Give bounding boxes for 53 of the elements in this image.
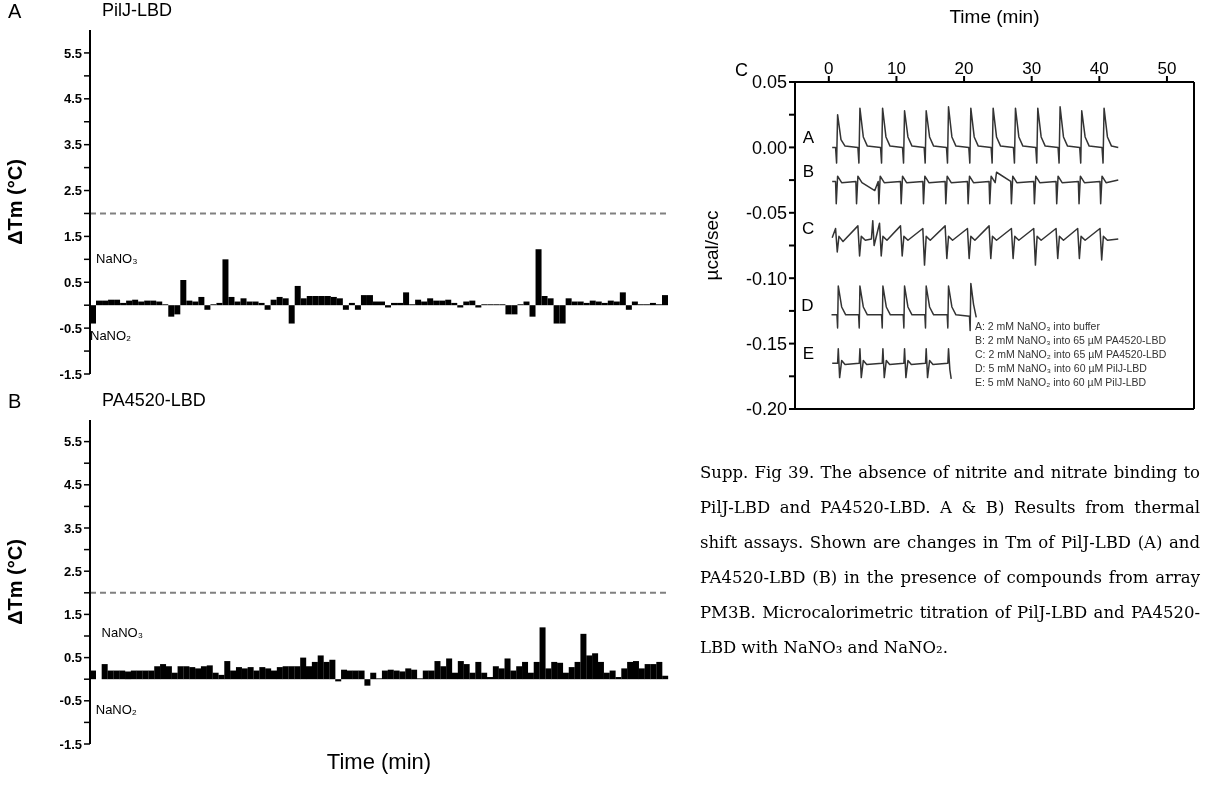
- annotation: NaNO₃: [101, 625, 144, 640]
- y-tick-label: -0.05: [745, 203, 787, 224]
- x-tick-label: 10: [886, 59, 906, 78]
- y-tick-label: -0.10: [745, 268, 787, 289]
- x-tick-label: 40: [1089, 59, 1109, 78]
- series-label: A: [802, 128, 815, 148]
- y-tick-label: 0.00: [751, 137, 787, 158]
- annotation: NaNO₂: [95, 702, 137, 717]
- annotation: E: 5 mM NaNO₂ into 60 µM PilJ-LBD: [975, 376, 1147, 388]
- annotation: NaNO₂: [90, 328, 132, 343]
- y-tick-label: 1.5: [63, 229, 82, 245]
- text: C: [735, 60, 748, 81]
- text: B: [8, 390, 22, 413]
- y-axis-title: µcal/sec: [700, 210, 722, 281]
- y-axis-title: ΔTm (°C): [4, 539, 27, 625]
- y-tick-label: 4.5: [63, 91, 82, 107]
- series-label: C: [801, 218, 815, 238]
- y-tick-label: 4.5: [63, 477, 82, 493]
- annotation: B: 2 mM NaNO₃ into 65 µM PA4520-LBD: [975, 334, 1167, 346]
- x-axis-title: Time (min): [325, 749, 433, 775]
- x-tick-label: 30: [1022, 59, 1042, 78]
- y-axis-title: ΔTm (°C): [4, 159, 27, 245]
- y-tick-label: -0.15: [745, 333, 787, 354]
- y-tick-label: 5.5: [63, 45, 82, 61]
- annotation: A: 2 mM NaNO₃ into buffer: [975, 320, 1100, 332]
- y-tick-label: 2.5: [63, 183, 82, 199]
- y-tick-label: -1.5: [59, 736, 82, 752]
- y-tick-label: 0.5: [63, 650, 82, 666]
- y-tick-label: 3.5: [63, 520, 82, 536]
- y-tick-label: 5.5: [63, 434, 82, 450]
- y-tick-label: -0.5: [59, 320, 82, 336]
- y-tick-label: 1.5: [63, 607, 82, 623]
- y-tick-label: 2.5: [63, 563, 82, 579]
- chart-title: PA4520-LBD: [102, 390, 206, 411]
- x-tick-label: 20: [954, 59, 974, 78]
- x-tick-label: 50: [1157, 59, 1177, 78]
- y-tick-label: 0.5: [63, 274, 82, 290]
- y-tick-label: -0.5: [59, 693, 82, 709]
- x-tick-label: 0: [824, 59, 834, 78]
- annotation: C: 2 mM NaNO₂ into 65 µM PA4520-LBD: [975, 348, 1167, 360]
- y-tick-label: 3.5: [63, 137, 82, 153]
- text: A: [8, 0, 22, 23]
- series-label: E: [802, 344, 815, 364]
- series-label: D: [801, 295, 814, 315]
- x-axis-title: Time (min): [949, 6, 1040, 28]
- text: Supp. Fig 39. The absence of nitrite and nitrate binding to PilJ-LBD and PA4520-LBD. A & B) Results from thermal shift assays. Shown are changes in Tm of PilJ-LBD (A) and PA4520-LBD (B) in the presence of compounds from array PM3B. Microcalorimetric titration of PilJ-LBD and PA4520-LBD with NaNO₃ and NaNO₂.: [700, 462, 1200, 659]
- annotation: D: 5 mM NaNO₃ into 60 µM PilJ-LBD: [975, 362, 1147, 374]
- chart-title: PilJ-LBD: [102, 0, 173, 21]
- series-label: B: [802, 162, 815, 182]
- y-tick-label: -0.20: [745, 399, 787, 420]
- annotation: NaNO₃: [96, 251, 138, 266]
- y-tick-label: 0.05: [751, 72, 787, 93]
- y-tick-label: -1.5: [59, 366, 82, 382]
